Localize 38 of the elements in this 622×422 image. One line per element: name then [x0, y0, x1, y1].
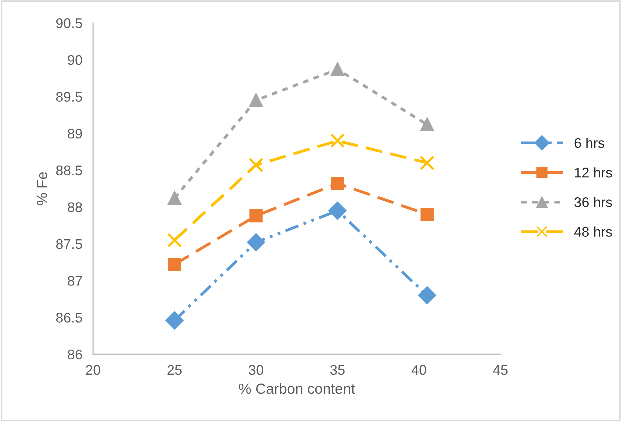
x-tick-label: 40	[412, 365, 426, 376]
y-tick-label: 86	[68, 350, 82, 360]
point	[250, 209, 263, 223]
point	[168, 258, 182, 272]
point	[167, 233, 182, 248]
point	[420, 118, 434, 132]
point	[420, 208, 434, 222]
point	[168, 192, 182, 206]
point	[418, 286, 436, 304]
y-tick-label: 90	[68, 55, 82, 66]
point	[330, 134, 346, 148]
y-tick-label: 86.5	[56, 313, 82, 323]
point	[248, 158, 264, 173]
x-tick-label: 45	[493, 365, 508, 376]
legend-label: 6 hrs	[574, 138, 605, 148]
legend-label: 36 hrs	[574, 197, 612, 208]
point	[247, 234, 266, 252]
y-tick-label: 88	[68, 202, 82, 212]
x-axis-title: % Carbon content	[239, 383, 356, 394]
point	[331, 177, 344, 190]
y-tick-label: 89	[68, 128, 82, 139]
point	[250, 94, 263, 108]
legend-label: 48 hrs	[574, 226, 612, 237]
point	[328, 202, 347, 220]
x-tick-label: 20	[86, 365, 100, 376]
x-tick-label: 35	[330, 365, 345, 376]
point	[166, 312, 184, 330]
y-tick-label: 87.5	[56, 239, 82, 250]
legend-label: 12 hrs	[575, 168, 612, 178]
y-tick-label: 89.5	[56, 92, 82, 102]
y-tick-label: 88.5	[56, 166, 82, 176]
point	[420, 156, 435, 170]
x-tick-label: 25	[168, 365, 182, 376]
y-tick-label: 87	[68, 276, 82, 286]
y-axis-title: % Fe	[37, 172, 48, 206]
x-tick-label: 30	[249, 365, 264, 376]
y-tick-label: 90.5	[56, 18, 82, 28]
point	[331, 62, 344, 76]
